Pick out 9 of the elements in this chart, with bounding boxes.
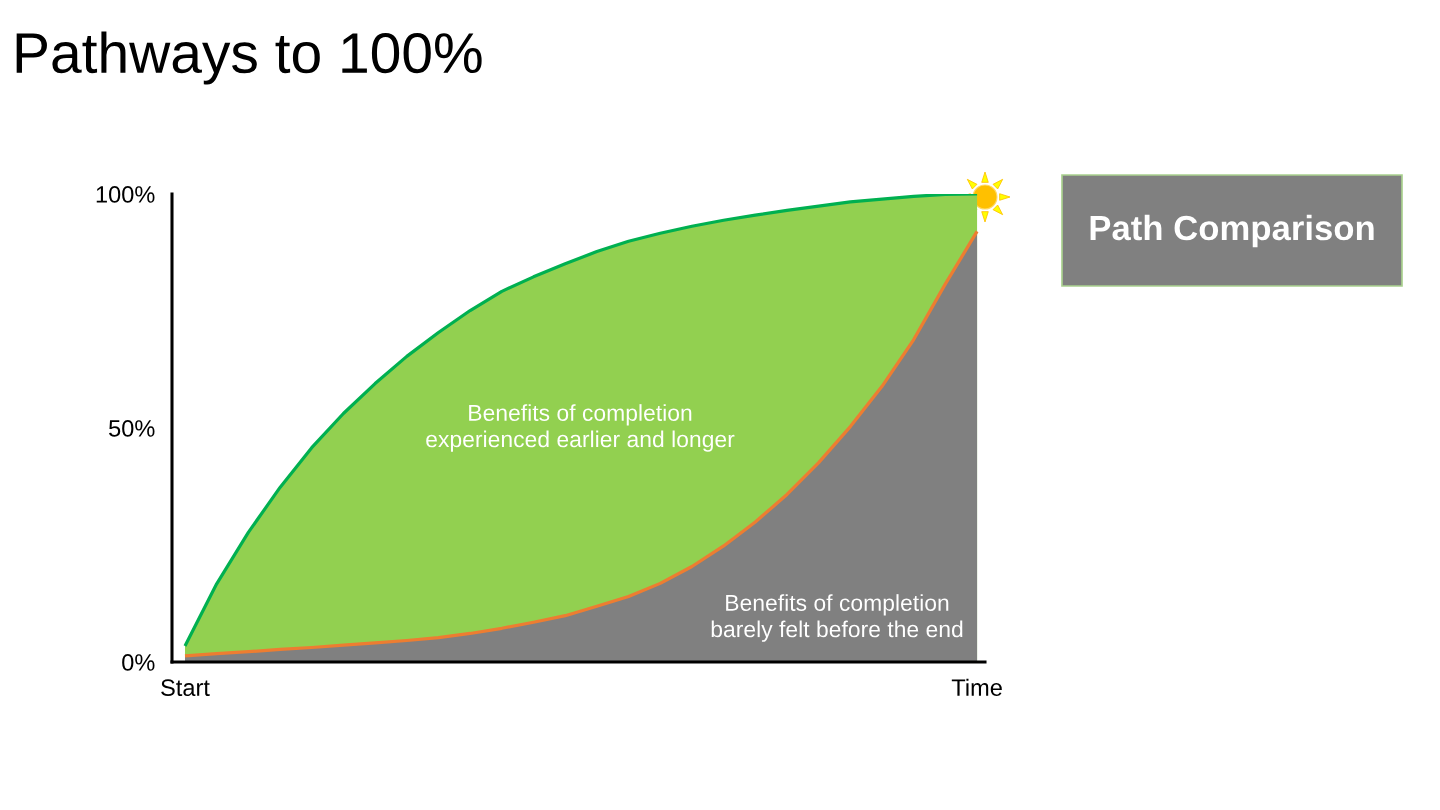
x-tick-label: Time: [951, 678, 1002, 697]
annotation: Benefits of completion experienced earlier and longer: [426, 404, 735, 452]
y-tick-label: 100%: [96, 186, 155, 203]
x-tick-label: Start: [161, 679, 210, 697]
chart-title: Pathways to 100%: [16, 31, 482, 85]
annotation: Benefits of completion barely felt before the end: [711, 594, 963, 642]
y-tick-label: 0%: [122, 654, 155, 671]
text: Path Comparison: [1090, 214, 1374, 248]
y-tick-label: 50%: [109, 420, 155, 437]
